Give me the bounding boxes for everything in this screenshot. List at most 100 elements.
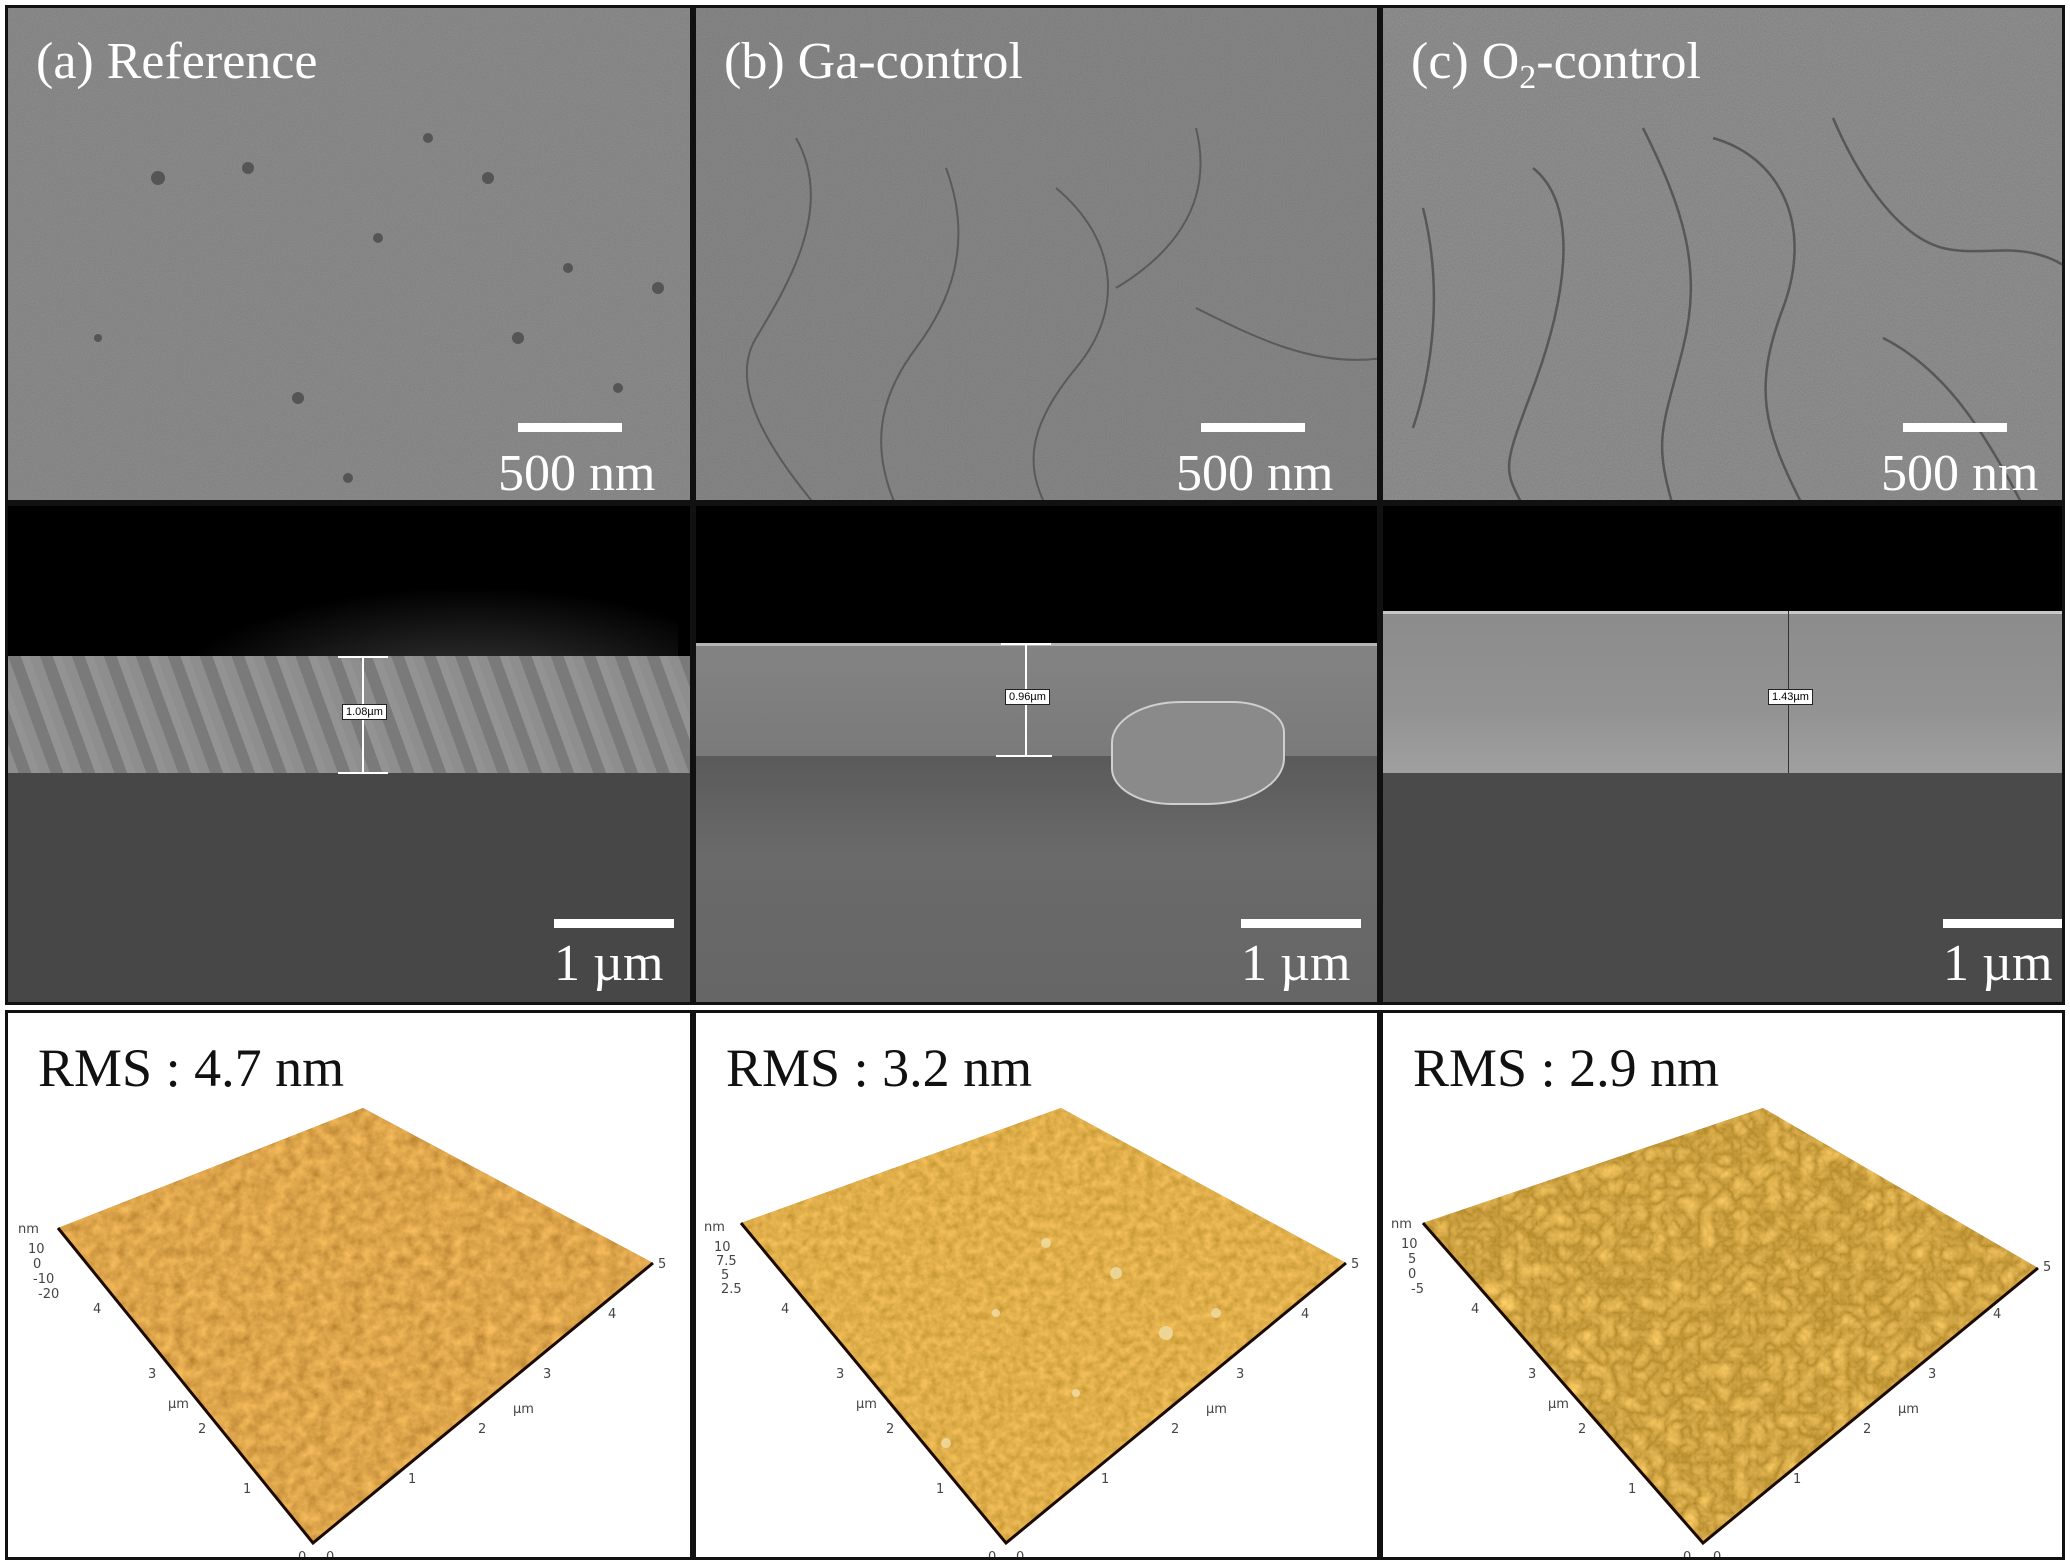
svg-text:-5: -5 [1411, 1282, 1424, 1297]
thickness-label: 0.96µm [1005, 689, 1050, 705]
svg-text:µm: µm [1898, 1402, 1919, 1417]
afm-3d-surface: 0 1 2 3 4 5 µm 0 1 2 3 4 µm nm 10 0 -10 -20 [18, 1108, 666, 1560]
debris-flake [1111, 701, 1285, 805]
scale-bar [518, 423, 622, 432]
svg-text:nm: nm [18, 1222, 39, 1237]
svg-text:4: 4 [1301, 1307, 1309, 1322]
svg-text:3: 3 [836, 1367, 844, 1382]
afm-panel-a: RMS : 4.7 nm 0 1 2 3 4 5 µm 0 1 2 3 4 µm nm 10 0 [5, 1010, 693, 1560]
svg-text:1: 1 [243, 1482, 251, 1497]
svg-text:2: 2 [1578, 1422, 1586, 1437]
svg-text:2.5: 2.5 [721, 1282, 742, 1297]
rms-label: RMS : 4.7 nm [38, 1038, 345, 1098]
svg-text:0: 0 [1713, 1550, 1721, 1560]
scale-bar-label: 1 µm [554, 935, 664, 992]
cross-section-panel-c: 1.43µm 1 µm [1380, 503, 2065, 1005]
svg-text:0: 0 [1016, 1550, 1024, 1560]
afm-panel-c: RMS : 2.9 nm 0 1 2 3 4 5 µm 0 1 2 3 4 µm nm 10 5 [1380, 1010, 2065, 1560]
svg-text:5: 5 [658, 1257, 666, 1272]
sem-top-row: (a) Reference 500 nm (b) Ga-control [5, 5, 2065, 503]
panel-title: (a) Reference [36, 33, 318, 90]
svg-text:µm: µm [856, 1397, 877, 1412]
svg-text:3: 3 [543, 1367, 551, 1382]
svg-text:1: 1 [1793, 1472, 1801, 1487]
svg-text:1: 1 [936, 1482, 944, 1497]
scale-bar [1201, 423, 1305, 432]
scale-bar-label: 500 nm [498, 445, 656, 502]
svg-text:2: 2 [886, 1422, 894, 1437]
svg-text:µm: µm [513, 1402, 534, 1417]
scale-bar-label: 1 µm [1241, 935, 1351, 992]
svg-text:µm: µm [1548, 1397, 1569, 1412]
svg-text:-10: -10 [33, 1272, 54, 1287]
film-layer [1383, 611, 2062, 773]
svg-text:0: 0 [988, 1550, 996, 1560]
rms-label: RMS : 2.9 nm [1413, 1038, 1720, 1098]
svg-text:2: 2 [198, 1422, 206, 1437]
rms-label: RMS : 3.2 nm [726, 1038, 1033, 1098]
panel-title: (b) Ga-control [724, 33, 1023, 90]
scale-bar [554, 919, 674, 928]
scale-bar [1241, 919, 1361, 928]
svg-text:0: 0 [326, 1550, 334, 1560]
scale-bar-label: 1 µm [1943, 935, 2053, 992]
cross-section-panel-a: 1.08µm 1 µm [5, 503, 693, 1005]
svg-text:4: 4 [1471, 1302, 1479, 1317]
svg-text:10: 10 [28, 1242, 45, 1257]
svg-text:5: 5 [1351, 1257, 1359, 1272]
afm-panel-b: RMS : 3.2 nm 0 1 2 3 4 5 µm 0 1 2 3 4 µm nm [693, 1010, 1380, 1560]
svg-text:1: 1 [1101, 1472, 1109, 1487]
measure-cap [996, 755, 1052, 757]
cross-section-panel-b: 0.96µm 1 µm [693, 503, 1380, 1005]
svg-text:3: 3 [1528, 1367, 1536, 1382]
svg-text:1: 1 [1628, 1482, 1636, 1497]
svg-text:5: 5 [721, 1268, 729, 1283]
afm-3d-surface: 0 1 2 3 4 5 µm 0 1 2 3 4 µm nm 10 7.5 5 2.5 [704, 1108, 1359, 1560]
sem-texture [696, 8, 1377, 500]
svg-text:0: 0 [1683, 1550, 1691, 1560]
scale-bar-label: 500 nm [1881, 445, 2039, 502]
svg-text:µm: µm [1206, 1402, 1227, 1417]
sem-top-panel-b: (b) Ga-control 500 nm [693, 5, 1380, 503]
substrate-layer [1383, 773, 2062, 1002]
svg-text:-20: -20 [38, 1287, 59, 1302]
thickness-label: 1.08µm [342, 704, 387, 720]
scale-bar-label: 500 nm [1176, 445, 1334, 502]
sem-top-panel-a: (a) Reference 500 nm [5, 5, 693, 503]
svg-text:10: 10 [714, 1240, 731, 1255]
panel-title: (c) O2-control [1411, 33, 1701, 96]
svg-text:2: 2 [1171, 1422, 1179, 1437]
svg-text:3: 3 [148, 1367, 156, 1382]
svg-text:0: 0 [1408, 1267, 1416, 1282]
svg-text:7.5: 7.5 [716, 1254, 737, 1269]
svg-text:4: 4 [1993, 1307, 2001, 1322]
svg-text:3: 3 [1928, 1367, 1936, 1382]
svg-text:4: 4 [93, 1302, 101, 1317]
svg-text:µm: µm [168, 1397, 189, 1412]
sem-cross-section-row: 1.08µm 1 µm 0.96µm 1 µm 1.43µm 1 µm [5, 503, 2065, 1005]
svg-text:nm: nm [1391, 1217, 1412, 1232]
scale-bar [1943, 919, 2062, 928]
svg-text:10: 10 [1401, 1237, 1418, 1252]
svg-text:5: 5 [1408, 1252, 1416, 1267]
svg-text:4: 4 [608, 1307, 616, 1322]
svg-text:nm: nm [704, 1220, 725, 1235]
svg-text:4: 4 [781, 1302, 789, 1317]
svg-text:2: 2 [1863, 1422, 1871, 1437]
thickness-label: 1.43µm [1768, 689, 1813, 705]
sem-texture [8, 8, 690, 500]
scale-bar [1903, 423, 2007, 432]
svg-text:3: 3 [1236, 1367, 1244, 1382]
substrate-layer [8, 773, 690, 1002]
svg-text:1: 1 [408, 1472, 416, 1487]
substrate-layer [696, 756, 1377, 1002]
sem-texture [1383, 8, 2062, 500]
svg-text:2: 2 [478, 1422, 486, 1437]
sem-top-panel-c: (c) O2-control 500 nm [1380, 5, 2065, 503]
svg-text:0: 0 [33, 1257, 41, 1272]
afm-3d-surface: 0 1 2 3 4 5 µm 0 1 2 3 4 µm nm 10 5 0 -5 [1391, 1108, 2051, 1560]
svg-text:0: 0 [298, 1550, 306, 1560]
svg-text:5: 5 [2043, 1260, 2051, 1275]
